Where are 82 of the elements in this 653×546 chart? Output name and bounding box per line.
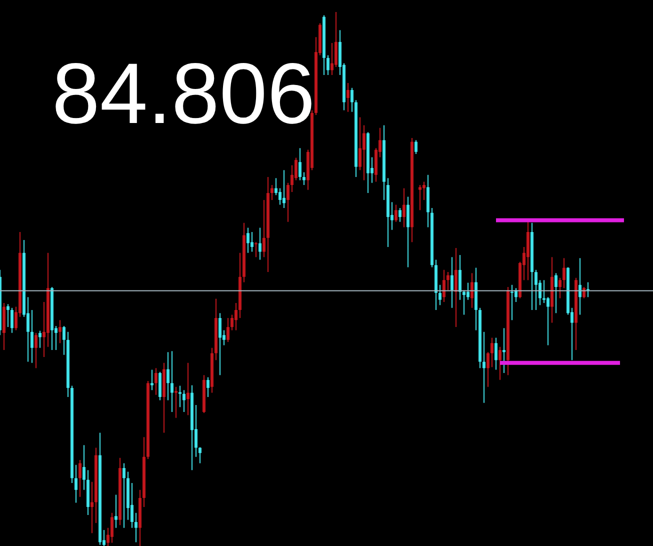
candlestick: [278, 188, 282, 206]
candlestick: [198, 446, 202, 464]
candlestick: [466, 282, 470, 300]
candlestick: [262, 199, 266, 258]
candlestick: [578, 258, 582, 316]
candlestick: [294, 157, 298, 181]
candlestick: [178, 385, 182, 408]
candlestick: [542, 280, 546, 304]
candlestick: [586, 282, 590, 298]
candlestick: [110, 512, 114, 544]
candlestick: [298, 148, 302, 181]
candlestick: [230, 314, 234, 331]
candlestick: [78, 460, 82, 498]
candlestick: [334, 12, 338, 68]
candlestick: [90, 481, 94, 534]
candlestick: [490, 337, 494, 368]
candlestick: [326, 54, 330, 76]
candlestick: [226, 317, 230, 343]
candlestick: [534, 269, 538, 310]
candlestick: [282, 170, 286, 208]
candlestick: [450, 256, 454, 308]
candlestick: [150, 369, 154, 391]
candlestick: [6, 304, 10, 328]
candlestick: [234, 302, 238, 331]
candlestick: [30, 309, 34, 364]
candlestick: [554, 272, 558, 314]
candlestick: [58, 320, 62, 344]
candlestick: [562, 258, 566, 289]
candlestick: [130, 482, 134, 528]
candlestick: [246, 227, 250, 254]
candlestick: [394, 204, 398, 222]
candlestick: [406, 196, 410, 268]
candlestick: [470, 272, 474, 308]
candlestick: [170, 350, 174, 412]
candlestick: [114, 494, 118, 528]
candlestick: [122, 462, 126, 528]
candlestick: [270, 184, 274, 200]
candlestick: [494, 337, 498, 370]
candlestick: [250, 232, 254, 252]
candlestick: [346, 82, 350, 112]
candlestick: [498, 346, 502, 380]
annotation: 84.806: [52, 46, 316, 142]
candlestick: [182, 390, 186, 412]
candlestick: [330, 42, 334, 76]
candlestick: [62, 325, 66, 356]
candlestick: [402, 188, 406, 228]
candlestick: [486, 352, 490, 388]
candlestick: [422, 181, 426, 200]
candlestick: [502, 328, 506, 374]
candlestick: [254, 242, 258, 258]
candlestick: [458, 254, 462, 300]
candlestick: [174, 386, 178, 418]
candlestick: [34, 332, 38, 369]
candlestick: [218, 312, 222, 376]
candlestick: [74, 464, 78, 504]
candlestick: [134, 512, 138, 543]
candlestick: [38, 330, 42, 348]
candlestick: [166, 352, 170, 401]
candlestick: [10, 307, 14, 334]
candlestick: [186, 362, 190, 416]
candlestick: [358, 116, 362, 171]
candlestick: [482, 331, 486, 404]
candlestick: [446, 272, 450, 291]
candlestick: [302, 172, 306, 186]
candlestick: [438, 284, 442, 306]
candlestick: [154, 368, 158, 396]
candlestick: [206, 376, 210, 398]
candlestick: [414, 140, 418, 155]
candlestick: [558, 277, 562, 299]
candlestick: [258, 227, 262, 260]
candlestick: [418, 184, 422, 211]
candlestick: [82, 444, 86, 490]
candlestick: [454, 248, 458, 328]
candlestick: [546, 296, 550, 346]
candlestick: [462, 290, 466, 316]
candlestick: [274, 178, 278, 196]
candlestick: [398, 207, 402, 222]
candlestick: [350, 87, 354, 112]
candlestick: [286, 182, 290, 222]
candlestick: [362, 124, 366, 181]
candlestick: [442, 269, 446, 302]
candlestick: [510, 284, 514, 321]
